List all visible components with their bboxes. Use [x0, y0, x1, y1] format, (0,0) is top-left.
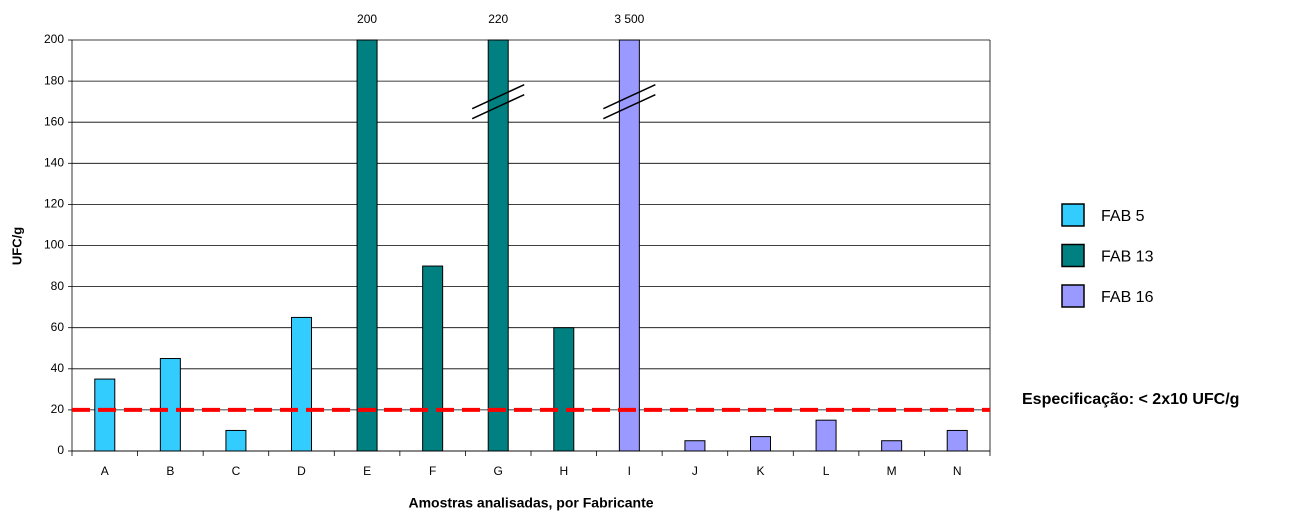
bar: [684, 440, 706, 452]
y-tick-label: 0: [57, 443, 64, 457]
bar: [815, 419, 837, 452]
value-label: 200: [357, 12, 377, 26]
value-label: 3 500: [614, 12, 644, 26]
axis-break: [603, 83, 656, 110]
axis-break: [471, 83, 525, 110]
y-tick-label: 160: [44, 114, 64, 128]
legend-label: FAB 13: [1101, 249, 1154, 266]
x-tick-label: D: [297, 464, 306, 478]
y-tick-label: 200: [44, 32, 64, 46]
legend-swatch: [1061, 284, 1085, 308]
bar: [881, 440, 903, 452]
legend-label: FAB 16: [1101, 289, 1154, 306]
bar: [159, 358, 181, 452]
y-tick-label: 80: [51, 279, 65, 293]
value-label: 220: [488, 12, 508, 26]
y-tick-label: 100: [44, 238, 64, 252]
y-tick-label: 140: [44, 155, 64, 169]
legend-label: FAB 5: [1101, 208, 1145, 225]
x-tick-label: N: [953, 464, 962, 478]
bar: [356, 39, 378, 452]
x-tick-label: K: [756, 464, 764, 478]
bar: [750, 436, 771, 452]
bar: [291, 316, 312, 452]
x-tick-label: G: [494, 464, 503, 478]
bar: [422, 265, 444, 452]
y-tick-label: 120: [44, 197, 64, 211]
axis-break: [471, 93, 525, 120]
x-tick-label: F: [429, 464, 436, 478]
axis-break: [603, 93, 656, 120]
x-tick-label: H: [559, 464, 568, 478]
x-tick-label: J: [692, 464, 698, 478]
y-tick-label: 60: [51, 320, 65, 334]
x-tick-label: L: [823, 464, 830, 478]
y-tick-label: 40: [51, 361, 65, 375]
x-tick-label: B: [166, 464, 174, 478]
bar: [946, 429, 968, 452]
y-tick-label: 20: [51, 402, 65, 416]
bar: [225, 429, 247, 452]
x-tick-label: I: [628, 464, 631, 478]
y-tick-label: 180: [44, 73, 64, 87]
x-tick-label: A: [101, 464, 109, 478]
legend-swatch: [1061, 203, 1085, 227]
x-tick-label: C: [232, 464, 241, 478]
threshold-label: Especificação: < 2x10 UFC/g: [1022, 391, 1239, 408]
x-tick-label: E: [363, 464, 371, 478]
y-axis-label: UFC/g: [9, 227, 24, 265]
x-tick-label: M: [887, 464, 897, 478]
bar: [94, 378, 116, 452]
legend-swatch: [1061, 243, 1085, 268]
bar: [553, 327, 575, 452]
x-axis-label: Amostras analisadas, por Fabricante: [408, 495, 653, 511]
